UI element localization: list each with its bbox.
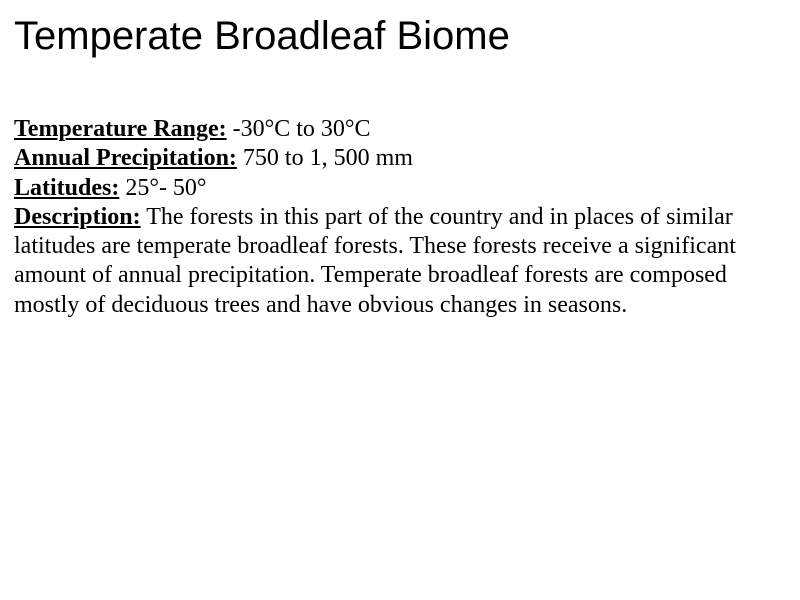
latitudes-value: 25°- 50° [119, 175, 206, 201]
precipitation-value: 750 to 1, 500 mm [237, 145, 413, 171]
page-title: Temperate Broadleaf Biome [14, 14, 782, 59]
body-content: Temperature Range: -30°C to 30°C Annual … [14, 115, 782, 320]
temperature-label: Temperature Range: [14, 116, 227, 142]
description-label: Description: [14, 204, 141, 230]
precipitation-label: Annual Precipitation: [14, 145, 237, 171]
latitudes-label: Latitudes: [14, 175, 119, 201]
temperature-value: -30°C to 30°C [227, 116, 371, 142]
